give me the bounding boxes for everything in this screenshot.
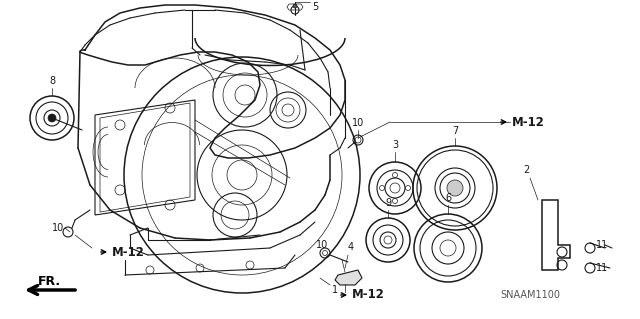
Text: 10: 10 <box>352 118 364 128</box>
Text: 9: 9 <box>385 198 391 208</box>
Polygon shape <box>335 270 362 285</box>
Text: 5: 5 <box>312 2 318 12</box>
Circle shape <box>48 114 56 122</box>
Text: 11: 11 <box>596 240 608 250</box>
Text: M-12: M-12 <box>512 115 545 129</box>
Text: 10: 10 <box>316 240 328 250</box>
Text: 7: 7 <box>452 126 458 136</box>
Text: 11: 11 <box>596 263 608 273</box>
Text: M-12: M-12 <box>112 246 145 258</box>
Text: 8: 8 <box>49 76 55 86</box>
Text: 6: 6 <box>445 193 451 203</box>
Text: 10: 10 <box>52 223 64 233</box>
Text: FR.: FR. <box>38 275 61 288</box>
Text: M-12: M-12 <box>352 288 385 301</box>
Text: 3: 3 <box>392 140 398 150</box>
Text: 2: 2 <box>523 165 529 175</box>
Text: 1: 1 <box>332 285 338 295</box>
Text: 4: 4 <box>348 242 354 252</box>
Circle shape <box>447 180 463 196</box>
Text: SNAAM1100: SNAAM1100 <box>500 290 560 300</box>
Circle shape <box>293 4 297 8</box>
